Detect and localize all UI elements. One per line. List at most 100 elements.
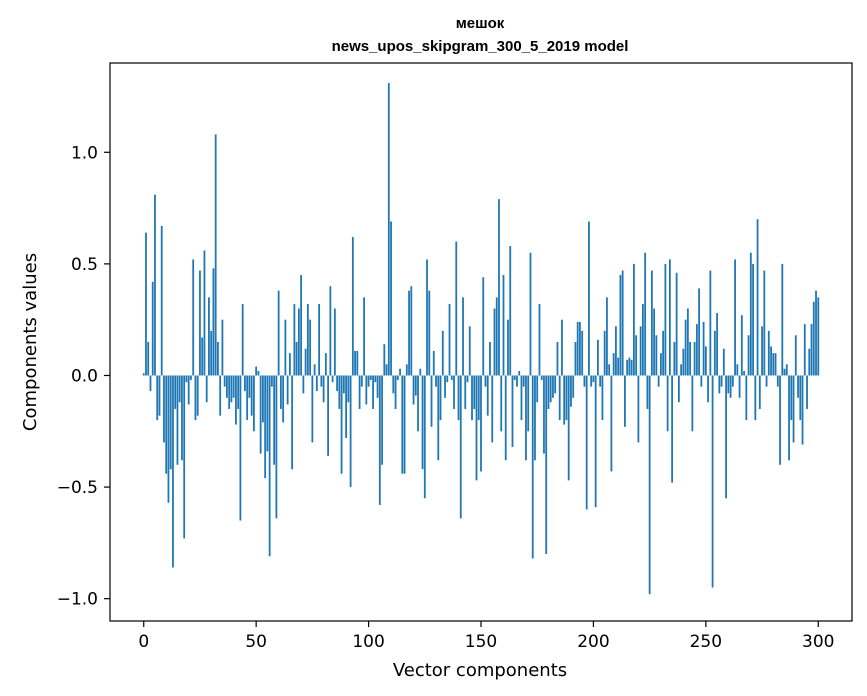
bar <box>169 375 172 470</box>
bar <box>779 375 781 465</box>
bar <box>293 304 296 376</box>
bar <box>664 263 667 376</box>
bar <box>421 375 424 470</box>
bar <box>248 375 251 398</box>
bar <box>253 375 255 432</box>
x-tick-label: 200 <box>577 632 609 652</box>
bar <box>244 375 246 392</box>
bar <box>682 348 685 376</box>
bar <box>232 375 235 398</box>
bar <box>374 375 377 383</box>
bar <box>419 368 422 376</box>
bar <box>718 375 721 394</box>
bar <box>794 335 797 376</box>
bar <box>500 375 503 432</box>
bar <box>340 375 343 474</box>
bar <box>668 259 671 376</box>
bar <box>675 272 678 376</box>
bar <box>507 319 509 376</box>
bar <box>624 375 626 427</box>
bar <box>567 375 570 481</box>
bar <box>423 375 426 499</box>
bar <box>228 375 231 409</box>
bar <box>381 375 383 465</box>
bar <box>385 364 388 376</box>
bar <box>369 375 372 380</box>
bar <box>320 375 323 387</box>
bar <box>291 375 294 470</box>
bar <box>322 375 325 403</box>
bar <box>241 304 244 376</box>
bar <box>156 375 159 421</box>
bar <box>176 375 179 465</box>
bar <box>561 319 563 376</box>
bar <box>702 321 705 376</box>
bar <box>648 375 651 595</box>
bar <box>704 346 707 376</box>
bar <box>246 375 249 421</box>
bar <box>473 375 476 409</box>
bar <box>608 364 611 376</box>
bar <box>563 375 566 425</box>
bar <box>450 375 453 380</box>
bar <box>509 246 512 376</box>
x-tick-label: 100 <box>352 632 384 652</box>
bar <box>590 375 593 387</box>
bar <box>183 375 186 539</box>
bar <box>671 375 674 483</box>
bar <box>376 375 379 398</box>
bar <box>597 339 599 376</box>
bar <box>610 375 613 472</box>
bar <box>549 375 552 403</box>
bar <box>151 281 154 376</box>
bar <box>516 375 518 387</box>
bar <box>392 375 395 394</box>
bar <box>599 375 602 387</box>
bar <box>612 353 615 376</box>
bar <box>713 330 716 376</box>
bar <box>405 364 408 376</box>
bar <box>763 270 766 376</box>
bar <box>410 286 413 376</box>
bar <box>219 375 222 416</box>
bar <box>806 375 808 409</box>
bar <box>570 375 572 407</box>
bar <box>226 375 228 398</box>
bar <box>489 342 491 376</box>
bar <box>313 364 316 376</box>
bar <box>740 315 743 376</box>
x-tick-label: 0 <box>138 632 149 652</box>
bar <box>428 290 431 376</box>
bar <box>547 375 550 409</box>
bar <box>743 371 745 376</box>
x-tick-label: 300 <box>802 632 834 652</box>
y-tick-label: −0.5 <box>57 478 98 498</box>
bar <box>484 375 487 387</box>
bar <box>502 275 505 376</box>
bar <box>286 375 289 405</box>
bar <box>345 375 347 438</box>
bar <box>534 375 536 461</box>
bar <box>360 375 363 387</box>
bar <box>414 375 417 396</box>
bar <box>650 270 653 376</box>
bar <box>770 346 772 376</box>
bar <box>756 219 759 376</box>
bar <box>390 221 392 376</box>
bar <box>284 319 287 376</box>
bar <box>720 375 723 387</box>
bar <box>606 297 608 376</box>
bar <box>695 324 698 376</box>
bar <box>511 375 514 447</box>
bar <box>396 375 399 380</box>
bar <box>354 350 356 376</box>
bar <box>212 268 215 376</box>
y-tick-label: 0.0 <box>71 366 98 386</box>
bar <box>684 319 687 376</box>
bar <box>594 375 597 508</box>
bar <box>142 373 145 376</box>
bar <box>430 375 433 427</box>
bar <box>576 321 579 376</box>
bar <box>282 375 285 423</box>
bar <box>208 297 210 376</box>
